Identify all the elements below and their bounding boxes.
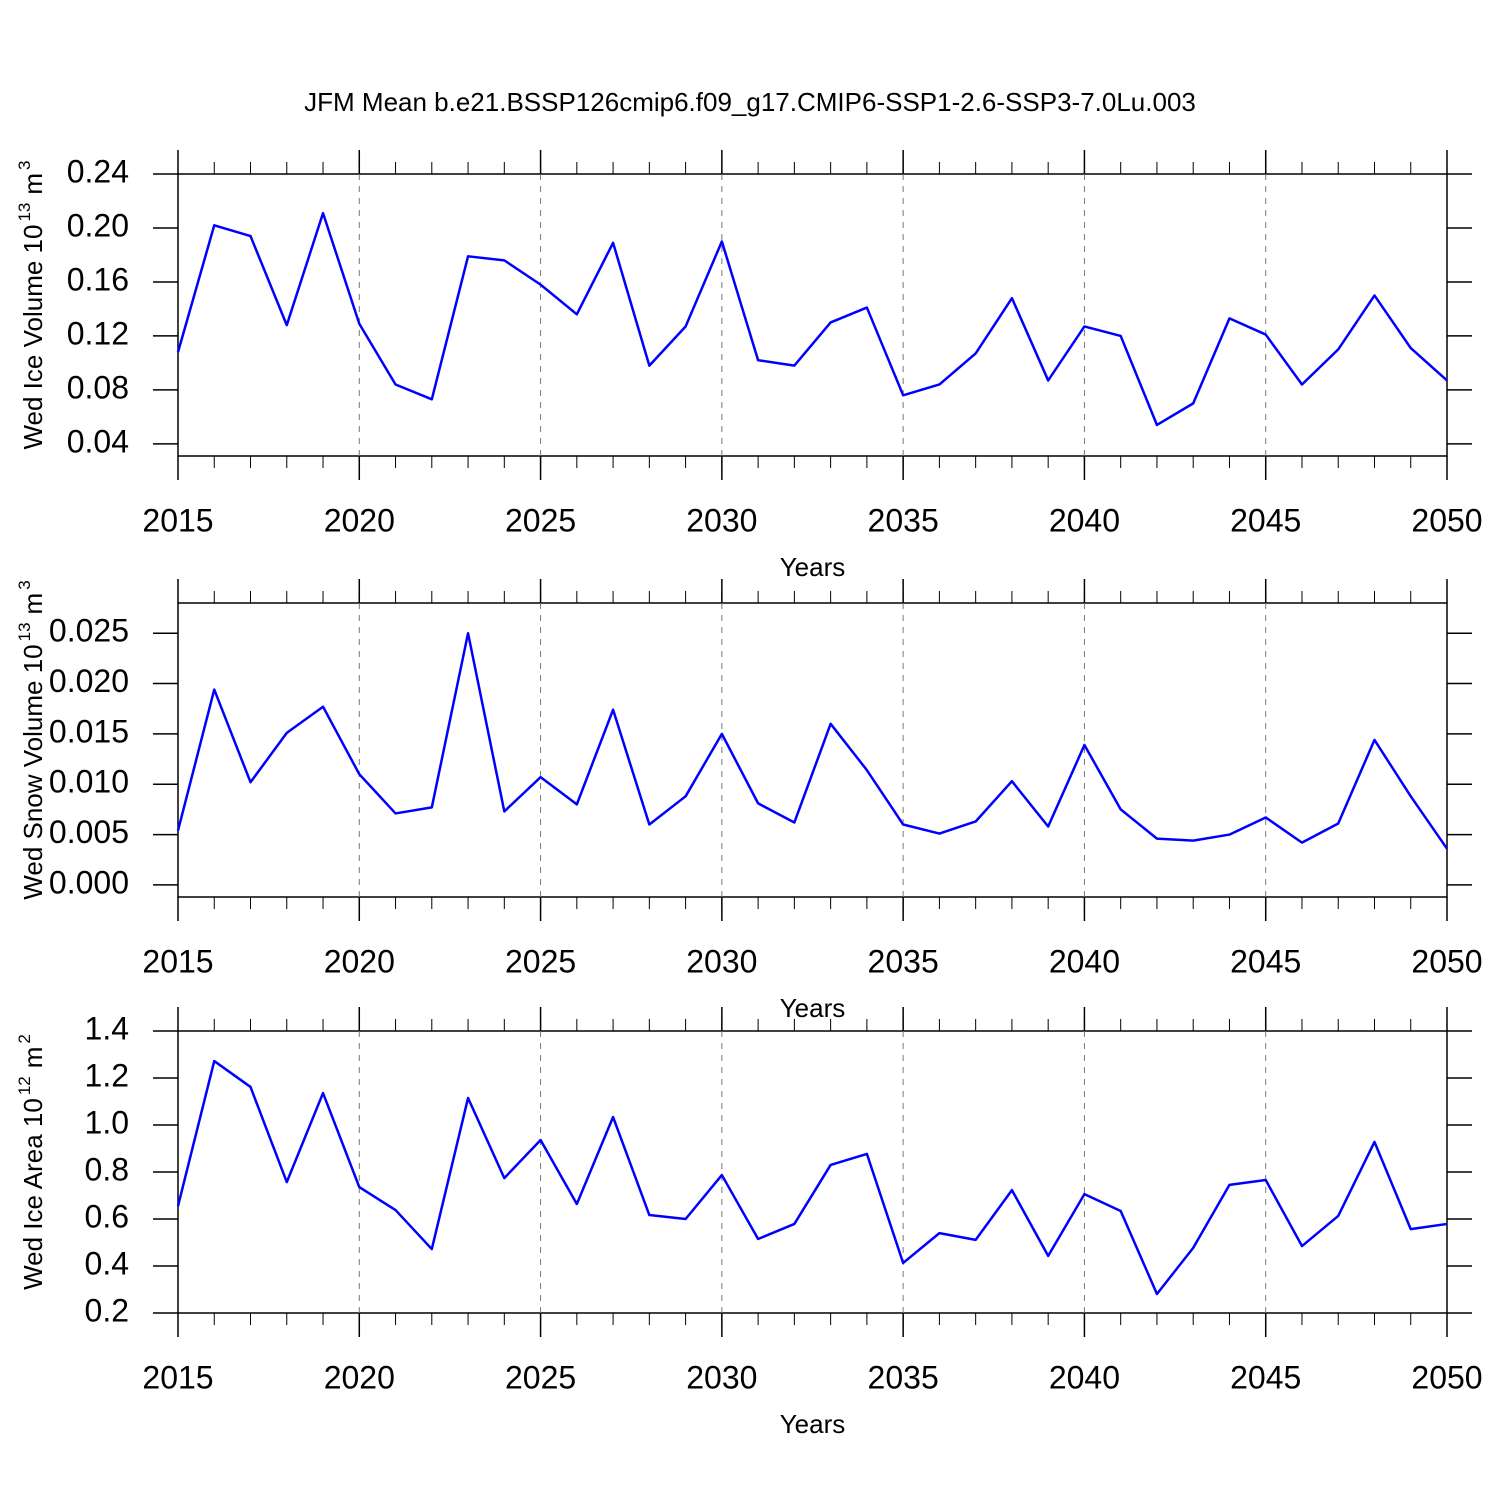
chart-title: JFM Mean b.e21.BSSP126cmip6.f09_g17.CMIP… [304, 87, 1196, 117]
y-tick-label: 0.020 [49, 663, 129, 699]
label-exponent: 13 [15, 622, 34, 641]
label-exponent: 12 [15, 1076, 34, 1095]
data-line [176, 631, 1449, 850]
y-axis-label: Wed Snow Volume 10 13 m 3 [15, 580, 48, 899]
label-exponent: 3 [15, 160, 34, 169]
x-tick-label: 2045 [1230, 502, 1301, 538]
label-text: m [18, 173, 48, 195]
y-tick-label: 1.4 [85, 1010, 129, 1046]
x-tick-label: 2035 [868, 502, 939, 538]
y-tick-label: 0.04 [67, 423, 129, 459]
x-tick-label: 2025 [505, 943, 576, 979]
label-exponent: 3 [15, 580, 34, 589]
label-text: Wed Ice Area 10 [18, 1098, 48, 1290]
x-axis-label: Years [780, 993, 846, 1023]
label-exponent: 13 [15, 203, 34, 222]
y-axis-label: Wed Ice Area 10 12 m 2 [15, 1034, 48, 1290]
x-tick-label: 2025 [505, 502, 576, 538]
x-tick-label: 2035 [868, 943, 939, 979]
y-tick-label: 0.015 [49, 713, 129, 749]
x-tick-label: 2045 [1230, 943, 1301, 979]
y-tick-label: 0.010 [49, 764, 129, 800]
x-tick-label: 2050 [1411, 1359, 1482, 1395]
label-exponent: 2 [15, 1034, 34, 1043]
y-tick-label: 0.4 [85, 1245, 129, 1281]
plot-frame [177, 173, 1448, 457]
x-tick-label: 2050 [1411, 502, 1482, 538]
x-tick-label: 2015 [142, 1359, 213, 1395]
y-tick-label: 0.08 [67, 369, 129, 405]
x-tick-label: 2045 [1230, 1359, 1301, 1395]
label-text: m [18, 593, 48, 615]
data-line [176, 211, 1448, 427]
y-tick-label: 0.24 [67, 153, 129, 189]
y-tick-label: 0.12 [67, 315, 129, 351]
x-axis-label: Years [780, 552, 846, 582]
x-tick-label: 2035 [868, 1359, 939, 1395]
y-tick-label: 0.6 [85, 1198, 129, 1234]
y-tick-label: 0.2 [85, 1292, 129, 1328]
x-tick-label: 2020 [324, 502, 395, 538]
label-text: m [18, 1047, 48, 1069]
label-text: Wed Snow Volume 10 [18, 644, 48, 899]
x-tick-label: 2040 [1049, 1359, 1120, 1395]
x-tick-label: 2050 [1411, 943, 1482, 979]
x-tick-label: 2020 [324, 1359, 395, 1395]
x-tick-label: 2030 [686, 943, 757, 979]
label-text: Wed Ice Volume 10 [18, 225, 48, 450]
y-tick-label: 0.005 [49, 814, 129, 850]
x-tick-label: 2025 [505, 1359, 576, 1395]
plot-frame [177, 1030, 1448, 1314]
x-tick-label: 2015 [142, 502, 213, 538]
plot-frame [177, 602, 1448, 898]
y-tick-label: 0.16 [67, 261, 129, 297]
y-tick-label: 0.025 [49, 613, 129, 649]
x-axis-label: Years [780, 1409, 846, 1439]
x-tick-label: 2030 [686, 1359, 757, 1395]
x-tick-label: 2040 [1049, 943, 1120, 979]
y-tick-label: 0.8 [85, 1151, 129, 1187]
x-tick-label: 2040 [1049, 502, 1120, 538]
y-tick-label: 0.20 [67, 207, 129, 243]
y-axis-label: Wed Ice Volume 10 13 m 3 [15, 160, 48, 449]
x-tick-label: 2020 [324, 943, 395, 979]
x-tick-label: 2015 [142, 943, 213, 979]
data-line [176, 1059, 1448, 1296]
y-tick-label: 1.2 [85, 1057, 129, 1093]
x-tick-label: 2030 [686, 502, 757, 538]
y-tick-label: 0.000 [49, 864, 129, 900]
y-tick-label: 1.0 [85, 1104, 129, 1140]
